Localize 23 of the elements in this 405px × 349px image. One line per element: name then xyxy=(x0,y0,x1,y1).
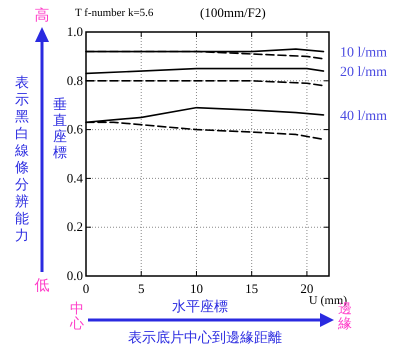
y-tick-label: 0.0 xyxy=(66,268,83,283)
x-tick-label: 0 xyxy=(82,281,90,296)
text: 表示黑白線條分辨能力 xyxy=(15,76,29,244)
text: 低 xyxy=(34,278,50,294)
y-tick-label: 0.6 xyxy=(66,122,84,137)
x-tick-label: 5 xyxy=(138,281,144,296)
y-tick-label: 1.0 xyxy=(66,24,83,39)
x-axis-title: 水平座標 xyxy=(172,299,228,315)
legend-label: 20 l/mm xyxy=(340,65,388,80)
y-tick-label: 0.8 xyxy=(66,72,83,88)
y-tick-label: 0.2 xyxy=(66,219,83,234)
series-label: 10 l/mm xyxy=(340,46,388,61)
text: 高 xyxy=(34,7,50,24)
text: 表示底片中心到邊緣距離 xyxy=(128,330,282,346)
series-label: 40 l/mm xyxy=(340,108,388,124)
x-tick-label: 15 xyxy=(245,281,258,296)
y-axis-title: 垂直座標 xyxy=(53,97,67,161)
text: 中心 xyxy=(69,301,84,332)
chart-subtitle: (100mm/F2) xyxy=(200,5,266,20)
x-tick-label: 20 xyxy=(300,281,314,296)
y-tick-label: 0.4 xyxy=(66,170,84,186)
x-tick-label: 10 xyxy=(190,281,203,296)
chart-title: T f-number k=5.6 xyxy=(75,7,154,19)
